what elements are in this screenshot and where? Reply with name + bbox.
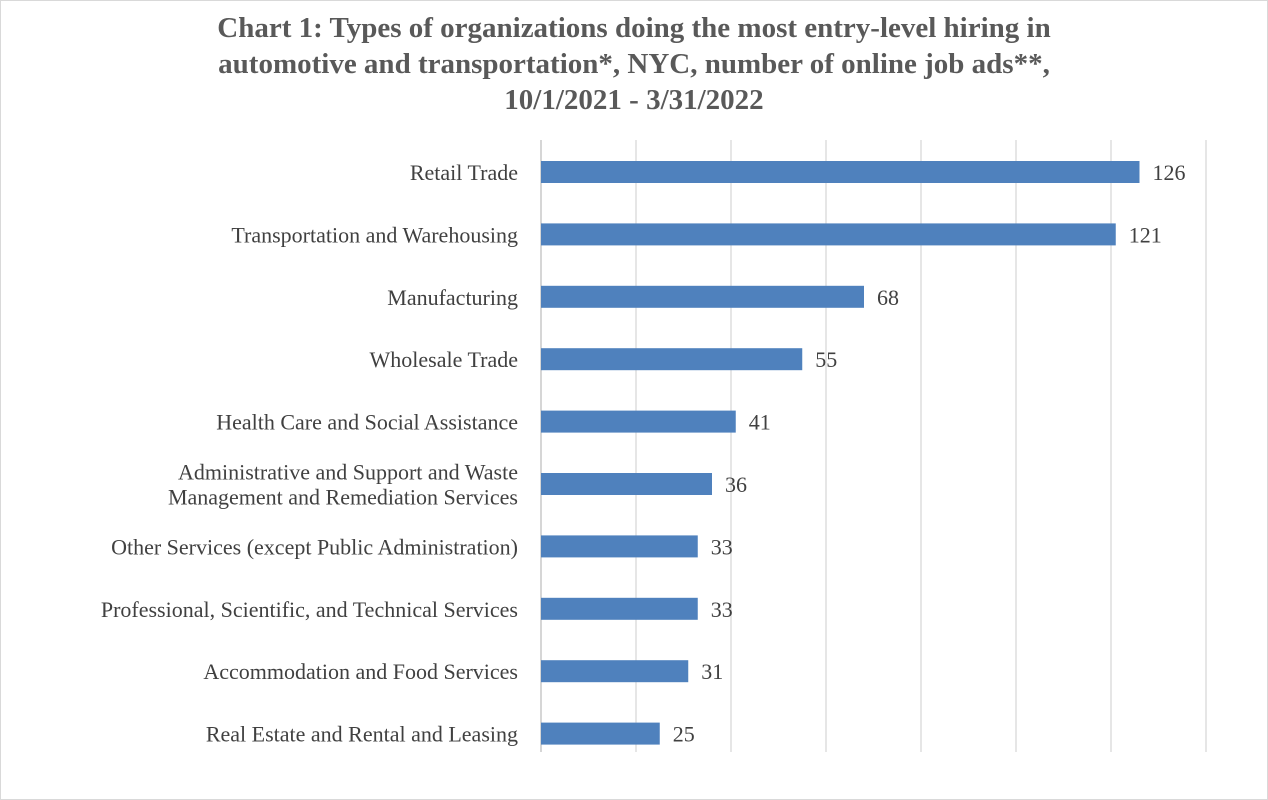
bar bbox=[541, 223, 1116, 246]
data-label: 33 bbox=[711, 534, 733, 559]
data-label: 126 bbox=[1153, 160, 1186, 185]
chart-title-line-1: Chart 1: Types of organizations doing th… bbox=[217, 12, 1051, 44]
category-label: Management and Remediation Services bbox=[168, 485, 518, 510]
category-label: Real Estate and Rental and Leasing bbox=[206, 722, 518, 747]
bars bbox=[541, 161, 1140, 745]
data-label: 33 bbox=[711, 597, 733, 622]
category-label: Manufacturing bbox=[387, 285, 518, 310]
bar bbox=[541, 597, 698, 620]
chart-title-line-3: 10/1/2021 - 3/31/2022 bbox=[504, 84, 764, 116]
bar bbox=[541, 161, 1140, 183]
category-label: Health Care and Social Assistance bbox=[216, 410, 518, 435]
bar bbox=[541, 722, 660, 745]
category-label: Transportation and Warehousing bbox=[231, 222, 518, 247]
data-label: 25 bbox=[673, 722, 695, 747]
category-label: Retail Trade bbox=[410, 160, 518, 185]
bar bbox=[541, 473, 712, 495]
data-label: 121 bbox=[1129, 222, 1162, 247]
category-label: Professional, Scientific, and Technical … bbox=[101, 597, 518, 622]
data-label: 55 bbox=[815, 347, 837, 372]
data-label: 36 bbox=[725, 472, 747, 497]
data-label: 68 bbox=[877, 285, 899, 310]
category-label: Other Services (except Public Administra… bbox=[111, 534, 518, 559]
data-label: 31 bbox=[701, 659, 723, 684]
bar bbox=[541, 410, 736, 433]
category-label: Wholesale Trade bbox=[370, 347, 518, 372]
chart-title-line-2: automotive and transportation*, NYC, num… bbox=[218, 48, 1050, 80]
data-label: 41 bbox=[749, 410, 771, 435]
bar bbox=[541, 535, 698, 558]
data-labels: 126 121 68 55 41 36 33 33 31 25 bbox=[673, 160, 1186, 747]
chart-title: Chart 1: Types of organizations doing th… bbox=[0, 10, 1268, 118]
category-label: Administrative and Support and Waste bbox=[178, 460, 518, 485]
bar bbox=[541, 285, 864, 308]
bar bbox=[541, 348, 803, 371]
bar bbox=[541, 660, 689, 683]
category-label: Accommodation and Food Services bbox=[203, 659, 518, 684]
category-labels: Retail Trade Transportation and Warehousi… bbox=[101, 160, 518, 747]
